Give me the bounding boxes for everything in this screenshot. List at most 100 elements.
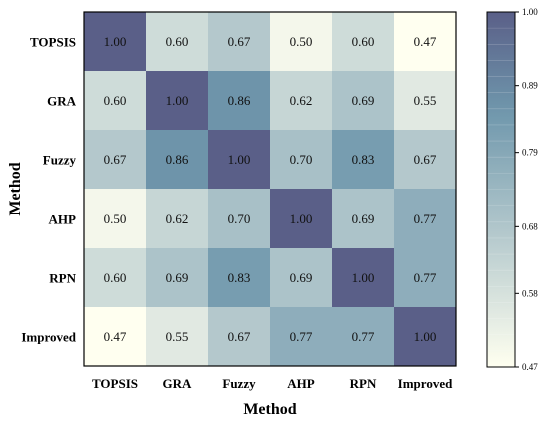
cell-value-label: 0.70 — [228, 211, 251, 226]
cell-value-label: 0.50 — [104, 211, 127, 226]
heatmap-cell — [332, 130, 395, 190]
heatmap-cell — [332, 307, 395, 367]
cell-value-label: 1.00 — [352, 270, 375, 285]
heatmap-cell — [208, 12, 271, 72]
cell-value-label: 0.55 — [166, 329, 189, 344]
y-tick-label: TOPSIS — [30, 35, 76, 50]
heatmap-cell — [84, 307, 147, 367]
cell-value-label: 0.60 — [104, 270, 127, 285]
cell-value-label: 0.50 — [290, 34, 313, 49]
cell-value-label: 0.69 — [352, 93, 375, 108]
heatmap-cell — [84, 12, 147, 72]
y-tick-labels: TOPSIS GRA Fuzzy AHP RPN Improved — [21, 35, 76, 345]
y-tick-label: GRA — [47, 94, 77, 109]
heatmap-cell — [394, 307, 457, 367]
cell-value-label: 0.77 — [414, 211, 437, 226]
heatmap-cell — [84, 248, 147, 308]
cell-value-label: 0.86 — [166, 152, 189, 167]
cell-value-label: 0.77 — [352, 329, 375, 344]
x-tick-label: Fuzzy — [222, 376, 256, 391]
cell-value-label: 0.86 — [228, 93, 251, 108]
heatmap-cell — [394, 71, 457, 131]
cell-value-label: 0.67 — [228, 329, 251, 344]
cell-value-label: 0.70 — [290, 152, 313, 167]
cell-value-label: 0.69 — [352, 211, 375, 226]
heatmap-cell — [146, 189, 209, 249]
cell-value-label: 0.83 — [228, 270, 251, 285]
colorbar-tick-label: 1.00 — [522, 7, 538, 17]
y-tick-label: Fuzzy — [43, 153, 77, 168]
heatmap-cell — [332, 71, 395, 131]
heatmap-cell — [208, 130, 271, 190]
cell-value-label: 0.67 — [104, 152, 127, 167]
heatmap-cell — [270, 189, 333, 249]
heatmap-cell — [394, 12, 457, 72]
x-tick-label: AHP — [287, 376, 315, 391]
cell-value-label: 0.67 — [414, 152, 437, 167]
cell-value-label: 0.62 — [290, 93, 313, 108]
colorbar-gradient — [487, 12, 515, 367]
cell-value-label: 1.00 — [166, 93, 189, 108]
cell-value-label: 0.69 — [166, 270, 189, 285]
cell-value-label: 1.00 — [414, 329, 437, 344]
cell-value-label: 0.60 — [352, 34, 375, 49]
heatmap-cell — [146, 71, 209, 131]
x-tick-label: TOPSIS — [92, 376, 138, 391]
cell-value-label: 0.83 — [352, 152, 375, 167]
plot-frame — [83, 11, 457, 367]
colorbar-tick-label: 0.89 — [522, 81, 538, 91]
x-tick-label: RPN — [350, 376, 377, 391]
x-tick-label: Improved — [398, 376, 453, 391]
heatmap-cell — [208, 248, 271, 308]
heatmap-cell — [270, 12, 333, 72]
cell-value-label: 0.55 — [414, 93, 437, 108]
cell-value-label: 1.00 — [104, 34, 127, 49]
heatmap-cell — [208, 71, 271, 131]
heatmap-cell — [146, 12, 209, 72]
colorbar-tick-label: 0.58 — [522, 288, 538, 298]
heatmap-cell — [332, 189, 395, 249]
heatmap-cell — [84, 189, 147, 249]
heatmap-cell — [332, 248, 395, 308]
cell-value-label: 0.60 — [104, 93, 127, 108]
heatmap-cell — [270, 307, 333, 367]
heatmap-cell — [332, 12, 395, 72]
x-tick-label: GRA — [163, 376, 193, 391]
y-tick-label: AHP — [49, 212, 77, 227]
heatmap-cell — [146, 248, 209, 308]
y-tick-label: RPN — [49, 271, 76, 286]
colorbar: 0.47 0.58 0.68 0.79 0.89 1.00 — [486, 7, 538, 372]
heatmap-cell — [394, 130, 457, 190]
y-axis-title: Method — [7, 162, 24, 215]
heatmap-cell — [208, 189, 271, 249]
cell-value-label: 0.77 — [414, 270, 437, 285]
heatmap-cell — [146, 130, 209, 190]
cell-value-label: 0.62 — [166, 211, 189, 226]
colorbar-tick-label: 0.68 — [522, 221, 538, 231]
heatmap-cell — [84, 130, 147, 190]
cell-value-label: 0.77 — [290, 329, 313, 344]
cell-value-label: 0.67 — [228, 34, 251, 49]
heatmap-cells: 1.00 0.60 0.67 0.50 0.60 0.47 0.60 1.00 0.86 0.62… — [84, 12, 457, 367]
x-tick-labels: TOPSIS GRA Fuzzy AHP RPN Improved — [92, 376, 453, 391]
heatmap-cell — [394, 189, 457, 249]
colorbar-tick-label: 0.47 — [522, 362, 538, 372]
cell-value-label: 1.00 — [290, 211, 313, 226]
heatmap-cell — [84, 71, 147, 131]
cell-value-label: 0.69 — [290, 270, 313, 285]
heatmap-cell — [270, 71, 333, 131]
x-axis-title: Method — [243, 401, 296, 418]
cell-value-label: 0.60 — [166, 34, 189, 49]
heatmap-cell — [208, 307, 271, 367]
colorbar-tick-label: 0.79 — [522, 148, 538, 158]
y-tick-label: Improved — [21, 330, 76, 345]
heatmap-cell — [270, 130, 333, 190]
cell-value-label: 1.00 — [228, 152, 251, 167]
heatmap-cell — [270, 248, 333, 308]
cell-value-label: 0.47 — [414, 34, 437, 49]
heatmap-cell — [146, 307, 209, 367]
heatmap-cell — [394, 248, 457, 308]
colorbar-frame — [486, 11, 516, 368]
cell-value-label: 0.47 — [104, 329, 127, 344]
